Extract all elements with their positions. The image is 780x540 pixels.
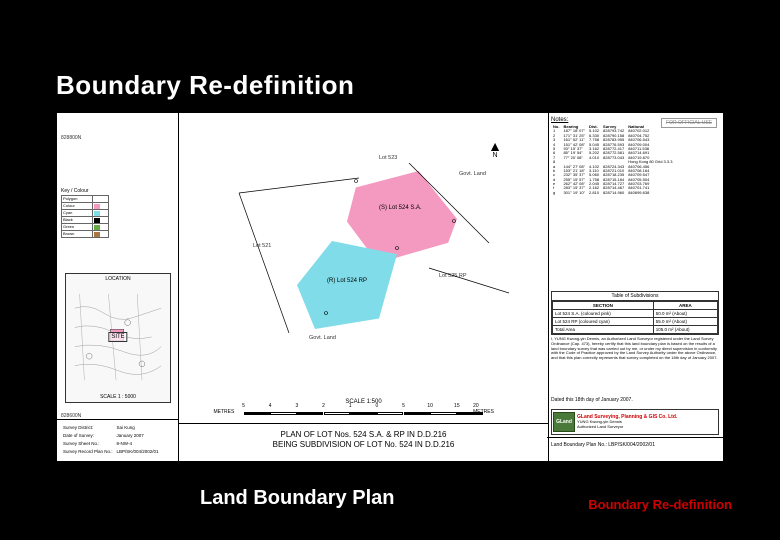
district-label: Survey District: <box>62 424 114 430</box>
subdivisions-title: Table of Subdivisions <box>552 292 718 301</box>
anno-govt-bottom: Govt. Land <box>309 335 336 341</box>
plan-title-line2: BEING SUBDIVISION OF LOT No. 524 IN D.D.… <box>179 440 548 450</box>
anno-lot-top: Lot 523 <box>379 155 397 161</box>
key-title: Key / Colour <box>61 188 109 194</box>
notes-table: No.BearingDist.SurveyNational1187° 18' 0… <box>551 125 674 195</box>
company-box: GLand GLand Surveying, Planning & GIS Co… <box>551 409 719 435</box>
key-table: PolygonColourCyanBlackGreenBrown <box>61 195 109 238</box>
sheet-label: Survey Sheet No.: <box>62 440 114 446</box>
date-line: Dated this 18th day of January 2007. <box>551 397 719 407</box>
scale-label-left: METRES <box>214 409 235 415</box>
land-boundary-plan: 828800N 828600N Key / Colour PolygonColo… <box>56 112 724 462</box>
plan-right-panel: FOR OFFICIAL USE Notes: No.BearingDist.S… <box>547 113 723 461</box>
record-value: LBP/SK/004/2002/01 <box>116 448 160 454</box>
notes-title: Notes: <box>551 117 719 123</box>
notes-box: Notes: No.BearingDist.SurveyNational1187… <box>551 117 719 289</box>
survey-date-value: January 2007 <box>116 432 160 438</box>
location-title: LOCATION <box>66 276 170 282</box>
location-scale: SCALE 1 : 5000 <box>66 394 170 400</box>
district-value: Sai Kung <box>116 424 160 430</box>
scale-bar: METRES 5432105101520 METRES <box>244 409 484 419</box>
slide-caption: Land Boundary Plan <box>200 487 394 510</box>
location-plan: LOCATION SITE SCALE 1 : 5000 <box>65 273 171 403</box>
anno-lot-right: Lot 525 RP <box>439 273 467 279</box>
plan-left-panel: 828800N 828600N Key / Colour PolygonColo… <box>57 113 179 461</box>
north-arrow: ▲ N <box>488 141 502 159</box>
plan-center-panel: ▲ N Lot 523 Govt. Land Lot 521 Lot 525 R… <box>179 113 549 461</box>
key-legend: Key / Colour PolygonColourCyanBlackGreen… <box>61 188 109 238</box>
subdivisions-box: Table of Subdivisions SECTIONAREALot 524… <box>551 291 719 335</box>
slide-title: Boundary Re-definition <box>56 70 354 101</box>
subdivisions-table: SECTIONAREALot 524 S.A. (coloured pink)5… <box>552 301 718 334</box>
lbp-box: Land Boundary Plan No.: LBP/SK/004/2002/… <box>547 437 723 461</box>
plan-title-box: PLAN OF LOT Nos. 524 S.A. & RP IN D.D.21… <box>179 423 548 461</box>
surveyor-role: Authorized Land Surveyor <box>577 425 677 429</box>
grid-north-label-1: 828800N <box>61 135 81 141</box>
lot-rp-label: (R) Lot 524 RP <box>327 278 367 285</box>
lbp-label: Land Boundary Plan No.: <box>551 442 607 448</box>
plan-title-line1: PLAN OF LOT Nos. 524 S.A. & RP IN D.D.21… <box>179 430 548 440</box>
certification-text: I, YUNG Kwong-yin Dennis, an Authorized … <box>551 337 719 393</box>
survey-date-label: Date of Survey: <box>62 432 114 438</box>
slide-tag: Boundary Re-definition <box>588 497 732 512</box>
site-label: SITE <box>108 332 127 342</box>
anno-govt-top: Govt. Land <box>459 171 486 177</box>
lot-sa-label: (S) Lot 524 S.A. <box>379 205 422 212</box>
company-logo: GLand <box>553 412 575 432</box>
surveyor-info: Survey District:Sai Kung Date of Survey:… <box>57 419 178 461</box>
sheet-value: 8-NW-4 <box>116 440 160 446</box>
lbp-number: LBP/SK/004/2002/01 <box>608 442 655 448</box>
anno-lot-left: Lot 521 <box>253 243 271 249</box>
location-map: SITE <box>70 286 166 388</box>
record-label: Survey Record Plan No.: <box>62 448 114 454</box>
